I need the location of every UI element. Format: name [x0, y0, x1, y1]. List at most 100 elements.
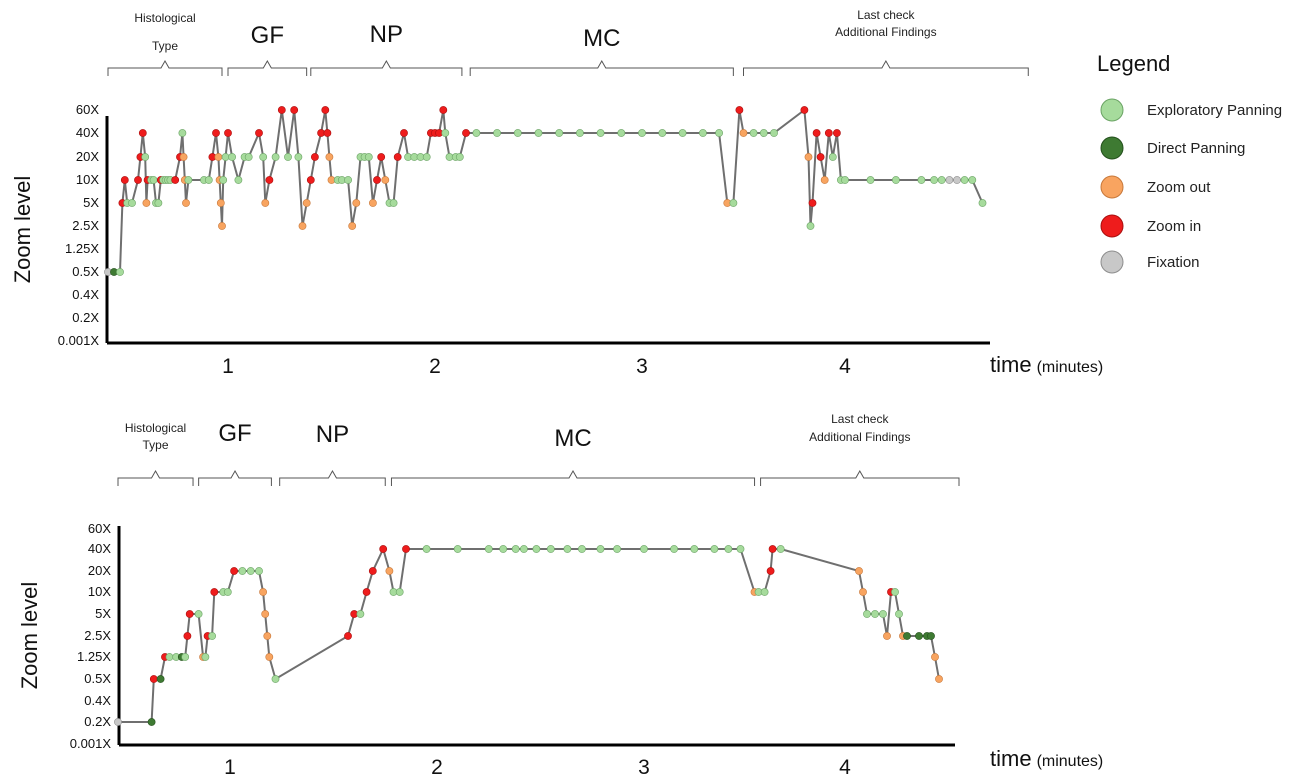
event-point-zoom-in: [808, 199, 817, 207]
y-tick-label: 1.25X: [77, 649, 111, 664]
event-point-zoom-out: [739, 129, 748, 137]
y-tick-label: 5X: [95, 606, 111, 621]
event-point-zoom-in: [290, 106, 299, 114]
event-point-exploratory-panning: [596, 129, 605, 137]
y-axis-title: Zoom level: [17, 582, 42, 690]
event-point-exploratory-panning: [228, 153, 236, 161]
event-point-exploratory-panning: [116, 268, 124, 276]
event-point-zoom-out: [325, 153, 334, 161]
legend-title: Legend: [1097, 51, 1170, 76]
event-point-exploratory-panning: [863, 610, 871, 618]
event-point-exploratory-panning: [184, 176, 193, 184]
legend-swatch: [1100, 175, 1124, 199]
event-point-exploratory-panning: [978, 199, 987, 207]
y-tick-label: 1.25X: [65, 241, 99, 256]
event-point-direct-panning: [927, 632, 935, 640]
event-point-direct-panning: [147, 718, 156, 726]
event-point-exploratory-panning: [284, 153, 292, 161]
event-point-zoom-out: [142, 199, 151, 207]
event-point-exploratory-panning: [690, 545, 699, 553]
phase-label: MC: [583, 25, 620, 52]
event-point-exploratory-panning: [234, 176, 243, 184]
event-point-zoom-in: [377, 153, 386, 161]
event-point-exploratory-panning: [724, 545, 733, 553]
legend-swatch: [1100, 98, 1124, 122]
event-point-exploratory-panning: [841, 176, 849, 184]
zoom-path-line: [108, 108, 984, 273]
phase-label: Last check: [831, 412, 889, 426]
event-point-zoom-out: [261, 610, 270, 618]
event-point-exploratory-panning: [441, 129, 450, 137]
event-point-zoom-out: [302, 199, 311, 207]
event-point-zoom-out: [368, 199, 377, 207]
event-point-exploratory-panning: [776, 545, 785, 553]
phase-label: NP: [316, 421, 349, 448]
event-point-direct-panning: [915, 632, 923, 640]
event-point-exploratory-panning: [255, 567, 263, 575]
x-axis-title: time (minutes): [990, 352, 1103, 377]
event-point-zoom-out: [216, 199, 225, 207]
event-point-exploratory-panning: [866, 176, 875, 184]
event-point-exploratory-panning: [749, 129, 758, 137]
event-point-zoom-out: [820, 176, 829, 184]
event-point-exploratory-panning: [511, 545, 520, 553]
event-point-exploratory-panning: [244, 153, 253, 161]
phase-label: MC: [554, 425, 591, 452]
phase-label: GF: [251, 22, 284, 49]
event-point-exploratory-panning: [759, 129, 768, 137]
event-point-exploratory-panning: [806, 222, 815, 230]
event-point-zoom-in: [230, 567, 238, 575]
event-point-exploratory-panning: [422, 153, 431, 161]
event-point-exploratory-panning: [513, 129, 522, 137]
phase-bracket: [279, 469, 386, 486]
event-point-zoom-in: [265, 176, 274, 184]
event-point-zoom-in: [344, 632, 352, 640]
x-axis-title: time (minutes): [990, 746, 1103, 771]
event-point-zoom-out: [263, 632, 272, 640]
event-point-exploratory-panning: [917, 176, 926, 184]
event-point-zoom-out: [381, 176, 390, 184]
event-point-exploratory-panning: [678, 129, 687, 137]
legend-swatch: [1100, 214, 1124, 238]
event-point-zoom-in: [255, 129, 263, 137]
x-tick-label: 4: [839, 756, 851, 774]
event-point-exploratory-panning: [246, 567, 255, 575]
x-tick-label: 3: [636, 355, 648, 378]
event-point-exploratory-panning: [455, 153, 464, 161]
legend-label: Zoom out: [1147, 179, 1211, 196]
event-point-exploratory-panning: [658, 129, 667, 137]
event-point-zoom-in: [439, 106, 448, 114]
y-tick-label: 0.2X: [84, 714, 111, 729]
event-point-exploratory-panning: [596, 545, 605, 553]
event-point-zoom-in: [134, 176, 142, 184]
event-point-zoom-in: [362, 588, 371, 596]
event-point-exploratory-panning: [219, 176, 228, 184]
phase-bracket: [469, 59, 734, 76]
y-tick-label: 10X: [88, 584, 111, 599]
y-tick-label: 40X: [88, 541, 111, 556]
event-point-zoom-in: [224, 129, 232, 137]
legend-swatch: [1100, 250, 1124, 274]
event-point-zoom-in: [321, 106, 330, 114]
event-point-zoom-in: [373, 176, 381, 184]
event-point-zoom-in: [210, 588, 219, 596]
phase-bracket: [743, 59, 1029, 76]
event-point-exploratory-panning: [937, 176, 946, 184]
event-point-zoom-in: [824, 129, 833, 137]
y-tick-label: 60X: [76, 102, 99, 117]
y-tick-label: 0.4X: [84, 693, 111, 708]
event-point-exploratory-panning: [534, 129, 543, 137]
event-point-exploratory-panning: [271, 675, 280, 683]
event-point-zoom-out: [859, 588, 867, 596]
y-tick-label: 0.001X: [70, 736, 112, 751]
phase-label-line2: Additional Findings: [835, 25, 936, 39]
event-point-zoom-in: [833, 129, 841, 137]
event-point-exploratory-panning: [715, 129, 723, 137]
event-point-exploratory-panning: [204, 176, 213, 184]
y-tick-label: 20X: [88, 563, 111, 578]
y-tick-label: 5X: [83, 195, 99, 210]
event-point-zoom-in: [768, 545, 777, 553]
event-point-exploratory-panning: [389, 199, 398, 207]
phase-label-line2: Type: [143, 438, 169, 452]
